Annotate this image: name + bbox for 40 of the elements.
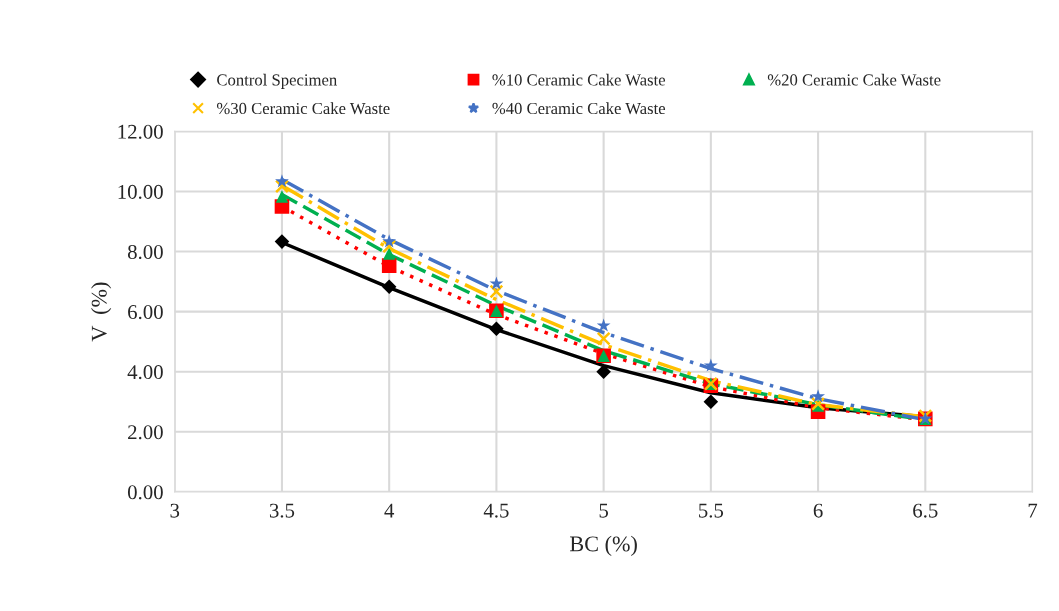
y-tick-label: 2.00: [128, 425, 163, 440]
y-tick-label: 6.00: [128, 304, 163, 320]
point: [382, 247, 396, 260]
legend-label: %10 Ceramic Cake Waste: [492, 73, 666, 86]
point: [275, 174, 289, 188]
x-tick-label: 4: [384, 503, 395, 518]
x-tick-label: 7: [1028, 503, 1038, 518]
point: [703, 358, 718, 372]
point: [489, 276, 504, 290]
point: [381, 279, 397, 294]
point: [811, 389, 825, 403]
y-tick-label: 0.00: [127, 485, 163, 500]
x-axis-title: BC (%): [570, 535, 637, 556]
y-axis-title: V (%): [91, 282, 112, 342]
point: [596, 318, 611, 332]
legend-label: %40 Ceramic Cake Waste: [492, 102, 666, 115]
point: [596, 331, 611, 346]
point: [274, 234, 290, 249]
point: [382, 234, 397, 248]
y-tick-label: 8.00: [127, 244, 163, 260]
y-tick-label: 10.00: [118, 184, 163, 199]
x-tick-label: 6: [813, 503, 823, 518]
x-tick-label: 3.5: [269, 503, 295, 518]
point: [382, 239, 397, 254]
legend-label: %30 Ceramic Cake Waste: [216, 102, 390, 115]
x-tick-label: 6.5: [913, 503, 938, 518]
y-tick-label: 12.00: [118, 124, 163, 139]
x-tick-label: 4.5: [483, 503, 509, 518]
x-tick-label: 5: [599, 503, 609, 518]
point: [703, 394, 719, 410]
legend-label: Control Specimen: [217, 73, 337, 89]
point: [596, 364, 611, 379]
point: [489, 284, 504, 299]
point: [275, 190, 289, 203]
x-tick-label: 5.5: [699, 503, 724, 518]
y-tick-label: 4.00: [127, 365, 163, 380]
legend-label: %20 Ceramic Cake Waste: [767, 73, 941, 86]
x-tick-label: 3: [170, 503, 180, 518]
point: [274, 179, 290, 194]
point: [489, 321, 504, 337]
